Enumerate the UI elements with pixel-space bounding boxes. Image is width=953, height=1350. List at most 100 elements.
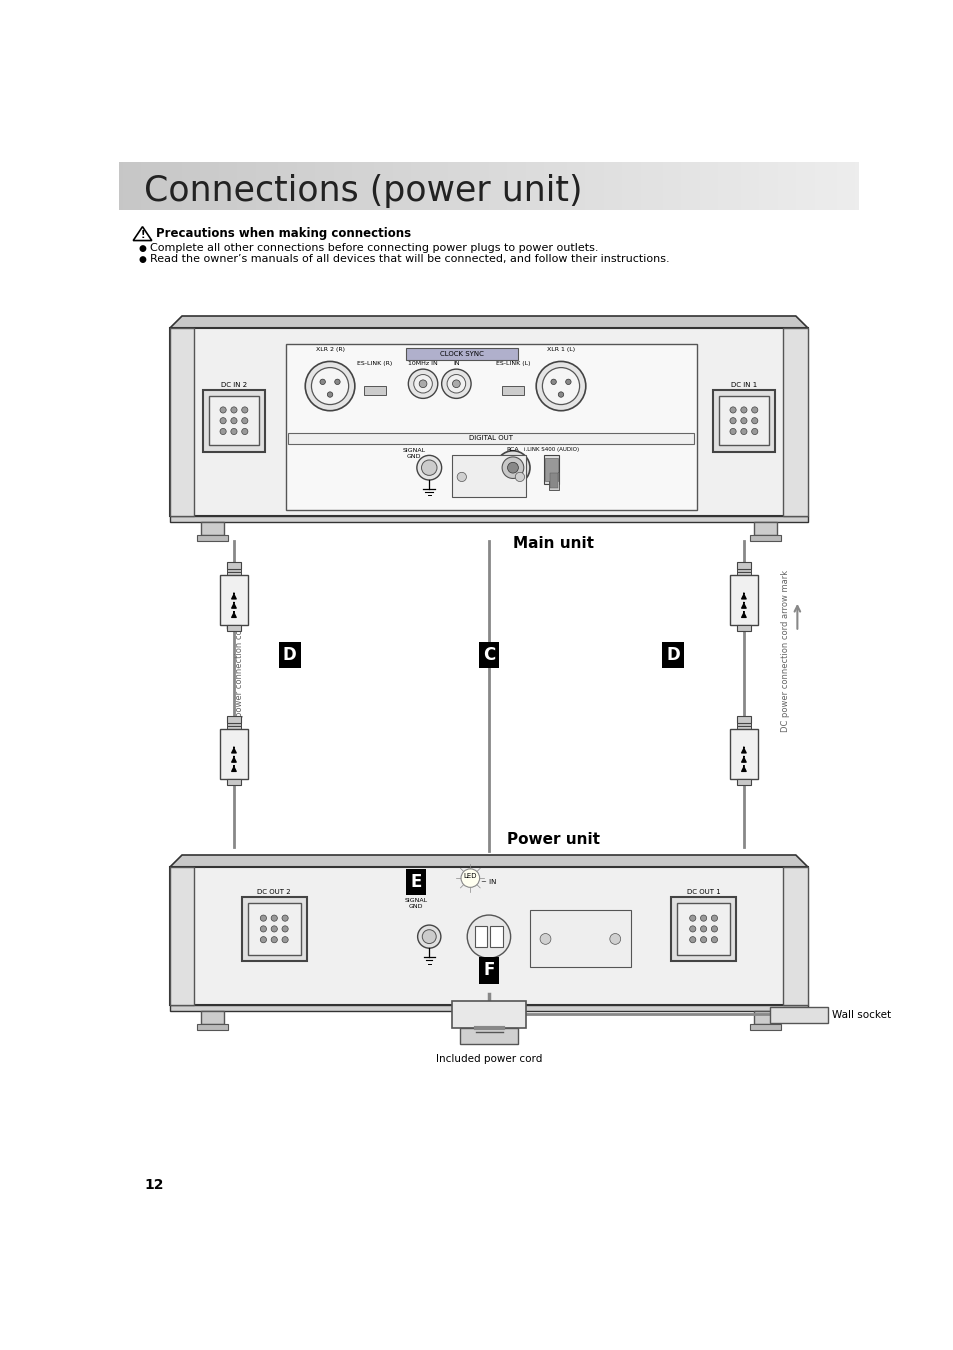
Circle shape <box>740 417 746 424</box>
Polygon shape <box>170 316 807 328</box>
Circle shape <box>220 417 226 424</box>
Bar <box>749 1023 781 1030</box>
Circle shape <box>422 930 436 944</box>
Text: DC IN 1: DC IN 1 <box>730 382 757 389</box>
Circle shape <box>319 379 325 385</box>
Circle shape <box>408 369 437 398</box>
Circle shape <box>220 428 226 435</box>
Text: !: ! <box>140 230 145 240</box>
Text: Power unit: Power unit <box>506 832 599 846</box>
Text: 12: 12 <box>144 1177 163 1192</box>
Bar <box>475 926 487 948</box>
Circle shape <box>271 915 277 921</box>
Circle shape <box>414 374 432 393</box>
Polygon shape <box>170 855 807 867</box>
Text: XLR 2 (R): XLR 2 (R) <box>315 347 344 352</box>
Polygon shape <box>170 1006 807 1011</box>
Circle shape <box>751 406 757 413</box>
Bar <box>227 568 241 571</box>
Circle shape <box>260 926 266 931</box>
Bar <box>729 729 757 779</box>
Bar <box>241 896 307 961</box>
Text: D: D <box>283 645 296 664</box>
Circle shape <box>740 406 746 413</box>
Bar <box>220 729 248 779</box>
Bar <box>736 779 750 784</box>
Circle shape <box>689 937 695 942</box>
Bar <box>543 455 558 483</box>
Circle shape <box>311 367 348 405</box>
Bar <box>670 896 736 961</box>
Bar <box>729 575 757 625</box>
Text: Read the owner’s manuals of all devices that will be connected, and follow their: Read the owner’s manuals of all devices … <box>150 254 669 265</box>
Text: SIGNAL
GND: SIGNAL GND <box>404 898 427 909</box>
Bar <box>227 625 241 630</box>
Bar <box>719 396 768 446</box>
Circle shape <box>740 428 746 435</box>
Circle shape <box>496 451 530 485</box>
Text: XLR 1 (L): XLR 1 (L) <box>546 347 575 352</box>
Text: Precautions when making connections: Precautions when making connections <box>156 227 411 240</box>
Polygon shape <box>133 227 152 240</box>
Bar <box>209 396 258 446</box>
Polygon shape <box>782 328 807 516</box>
Bar <box>736 563 750 568</box>
Bar <box>736 726 750 729</box>
Circle shape <box>558 392 563 397</box>
Text: ES-LINK (L): ES-LINK (L) <box>496 360 530 366</box>
Circle shape <box>751 417 757 424</box>
Circle shape <box>421 460 436 475</box>
Bar <box>769 1007 827 1023</box>
Text: Complete all other connections before connecting power plugs to power outlets.: Complete all other connections before co… <box>150 243 598 254</box>
Bar <box>406 347 517 360</box>
Circle shape <box>536 362 585 410</box>
Bar <box>749 535 781 541</box>
Text: E: E <box>410 873 421 891</box>
Bar <box>203 390 265 451</box>
Text: Included power cord: Included power cord <box>436 1053 541 1064</box>
Text: DC OUT 1: DC OUT 1 <box>686 888 720 895</box>
Bar <box>220 575 248 625</box>
Text: ES-LINK (R): ES-LINK (R) <box>357 360 393 366</box>
Bar <box>490 926 502 948</box>
Bar <box>501 386 523 396</box>
Circle shape <box>711 926 717 931</box>
Circle shape <box>452 379 459 387</box>
Bar <box>170 328 807 516</box>
Circle shape <box>260 937 266 942</box>
Circle shape <box>550 379 556 385</box>
Bar <box>200 522 224 535</box>
Circle shape <box>689 915 695 921</box>
Text: D: D <box>666 645 679 664</box>
Bar <box>227 571 241 575</box>
Text: F: F <box>483 961 494 980</box>
Circle shape <box>700 926 706 931</box>
Circle shape <box>241 417 248 424</box>
Text: SIGNAL
GND: SIGNAL GND <box>402 448 425 459</box>
Circle shape <box>271 937 277 942</box>
Bar <box>548 471 558 490</box>
Circle shape <box>711 915 717 921</box>
Polygon shape <box>459 1029 517 1044</box>
Text: LED: LED <box>463 873 476 879</box>
Bar <box>248 903 300 954</box>
Text: Connections (power unit): Connections (power unit) <box>144 174 582 208</box>
Bar <box>227 563 241 568</box>
Circle shape <box>542 367 579 405</box>
Circle shape <box>507 462 517 472</box>
Circle shape <box>220 406 226 413</box>
Bar <box>545 458 558 481</box>
Bar <box>286 344 696 510</box>
Polygon shape <box>170 328 194 516</box>
Circle shape <box>231 417 236 424</box>
Bar <box>753 1011 777 1023</box>
Text: ●: ● <box>138 244 146 252</box>
Bar <box>196 535 228 541</box>
Circle shape <box>456 472 466 482</box>
Circle shape <box>231 428 236 435</box>
Circle shape <box>751 428 757 435</box>
Bar <box>530 910 630 968</box>
Circle shape <box>729 406 736 413</box>
Text: ●: ● <box>138 255 146 263</box>
Circle shape <box>416 455 441 481</box>
